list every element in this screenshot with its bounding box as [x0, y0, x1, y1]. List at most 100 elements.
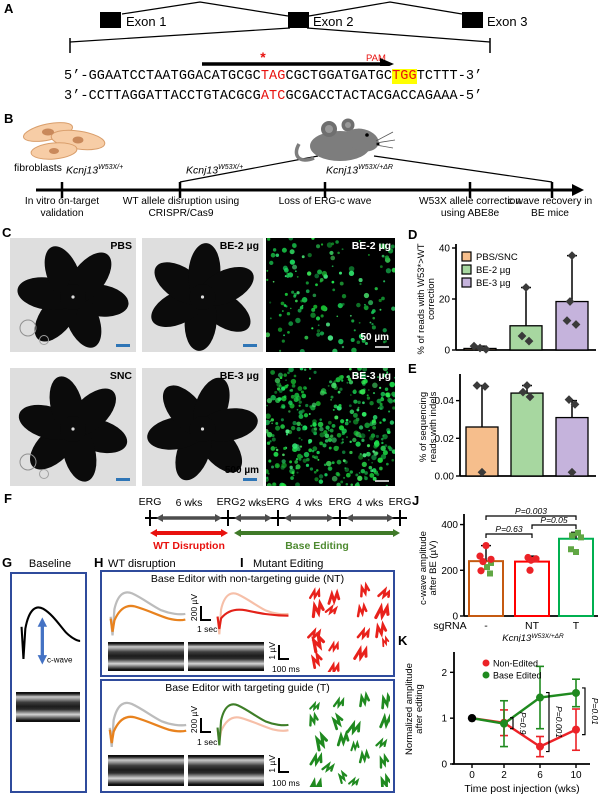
svg-text:0.00: 0.00: [435, 472, 455, 483]
retina-flatmount-be3: BE-3 µg 500 µm: [142, 368, 263, 486]
svg-text:Kcnj13W53X/+ΔR: Kcnj13W53X/+ΔR: [502, 633, 564, 642]
dna-sequence-top: 5’-GGAATCCTAATGGACATGCGCTAGCGCTGGATGATGC…: [64, 69, 483, 84]
milestone-5: c wave recovery in BE mice: [507, 196, 593, 220]
erg-label: ERG: [139, 496, 162, 508]
svg-text:0.02: 0.02: [435, 434, 455, 445]
scale-sec: 1 sec: [197, 737, 218, 747]
svg-text:% of reads with W53*>WTcorrect: % of reads with W53*>WTcorrection: [416, 243, 437, 354]
exon2-label: Exon 2: [313, 14, 353, 29]
image-tag: BE-3 µg: [219, 370, 259, 382]
mutation-star: *: [260, 49, 266, 65]
fibroblasts-illustration: [22, 122, 106, 160]
panel-d-label: D: [408, 227, 418, 242]
gene-exon-diagram: Exon 1 Exon 2 Exon 3 * PAM: [69, 1, 527, 66]
svg-text:2: 2: [501, 770, 507, 781]
panel-a-label: A: [4, 1, 14, 16]
svg-text:% of sequencingreads with inde: % of sequencingreads with indels: [418, 391, 439, 462]
scale-bar: [116, 344, 130, 347]
svg-text:P=0.9: P=0.9: [518, 712, 528, 735]
scale-uv: 1 µV: [267, 755, 277, 773]
nt-box: Base Editor with non-targeting guide (NT…: [100, 570, 395, 677]
panel-b-label: B: [4, 111, 14, 126]
t-spike-field: [307, 691, 390, 787]
erg-trace-pair: [108, 701, 187, 748]
baseline-erg-trace: c-wave: [20, 606, 81, 665]
image-tag: BE-2 µg: [351, 240, 391, 252]
svg-text:400: 400: [441, 520, 458, 531]
interval-arrows: [156, 514, 394, 522]
erg-label: ERG: [329, 496, 352, 508]
interval-label: 4 wks: [296, 497, 323, 509]
milestone-1: In vitro on-target validation: [24, 196, 100, 220]
svg-text:BE-3 µg: BE-3 µg: [476, 278, 511, 289]
scale-sec: 1 sec: [197, 624, 218, 634]
milestone-3: Loss of ERG-c wave: [278, 196, 372, 207]
oct-image: [108, 755, 184, 786]
svg-text:Normalized amplitudeafter edit: Normalized amplitudeafter editing: [404, 663, 425, 755]
exon1-box: [100, 12, 121, 28]
scale-uv: 200 µV: [189, 594, 199, 622]
erg-label: ERG: [217, 496, 240, 508]
scale-label: 50 µm: [360, 332, 389, 343]
scale-bar: [243, 478, 257, 481]
chart-e-indels: 0.00 0.02 0.04% of sequencingreads with in…: [418, 374, 596, 483]
interval-label: 2 wks: [240, 497, 267, 509]
panel-c-label: C: [2, 225, 12, 240]
milestone-4: W53X allele correction using ABE8e: [419, 196, 521, 220]
svg-text:0: 0: [444, 346, 450, 357]
fluorescence-be2: BE-2 µg 50 µm: [266, 238, 395, 352]
panel-f-label: F: [4, 491, 12, 506]
retina-flatmount-snc: SNC: [10, 368, 136, 486]
timeline-diagram: [36, 155, 584, 198]
image-tag: SNC: [109, 370, 132, 382]
phase-arrows: [150, 529, 400, 537]
svg-text:P=0.001: P=0.001: [554, 706, 564, 738]
exon2-box: [288, 12, 309, 28]
svg-text:BE-2 µg: BE-2 µg: [476, 265, 511, 276]
svg-text:40: 40: [439, 244, 451, 255]
panel-h-label: H: [94, 555, 104, 570]
scale-lbar: [199, 606, 211, 622]
svg-text:0: 0: [469, 770, 475, 781]
svg-text:P=0.01: P=0.01: [590, 698, 600, 725]
scale-ms: 100 ms: [272, 778, 300, 788]
panel-j-label: J: [412, 493, 420, 508]
svg-text:Non-Edited: Non-Edited: [493, 659, 538, 669]
erg-trace-pair: [216, 592, 289, 635]
scale-bar: [375, 480, 389, 482]
pam-label: PAM: [366, 53, 386, 64]
oct-image: [108, 642, 184, 671]
baseline-title: Baseline: [28, 558, 72, 570]
scale-lbar: [277, 644, 289, 660]
svg-text:10: 10: [570, 770, 582, 781]
interval-label: 4 wks: [357, 497, 384, 509]
scale-bar: [243, 344, 257, 347]
svg-text:0: 0: [452, 612, 458, 623]
spike-scale: 1 µV: [267, 755, 290, 773]
t-box-title: Base Editor with targeting guide (T): [165, 682, 330, 694]
scale-lbar: [277, 757, 289, 773]
erg-scale: 200 µV: [189, 706, 212, 734]
svg-text:NT: NT: [525, 620, 540, 632]
t-box: Base Editor with targeting guide (T) 200…: [100, 679, 395, 793]
oct-image: [188, 755, 264, 786]
dna-sequence-bottom: 3’-CCTTAGGATTACCTGTACGCGATCGCGACCTACTACG…: [64, 89, 483, 104]
erg-label: ERG: [267, 496, 290, 508]
oct-image: [16, 692, 80, 722]
scale-uv: 1 µV: [267, 642, 277, 660]
scale-uv: 200 µV: [189, 706, 199, 734]
mouse-illustration: [294, 118, 396, 162]
fibroblasts-label: fibroblasts: [14, 162, 62, 174]
chart-k-amplitude: 0 1 2 0 2 6 10 Time post injection (wks) Normali…: [404, 652, 600, 795]
nt-spike-field: [307, 581, 390, 672]
chart-d-correction: 0 20 40% of reads with W53*>WTcorrection PB…: [416, 243, 596, 357]
scale-bar: [116, 478, 130, 481]
svg-text:P=0.63: P=0.63: [495, 524, 522, 534]
exon3-box: [462, 12, 483, 28]
panel-e-label: E: [408, 361, 417, 376]
spike-scale: 1 µV: [267, 642, 290, 660]
genotype-1: Kcnj13W53X/+: [66, 164, 124, 177]
nt-box-title: Base Editor with non-targeting guide (NT…: [150, 573, 345, 585]
svg-text:Time post injection (wks): Time post injection (wks): [464, 783, 579, 795]
